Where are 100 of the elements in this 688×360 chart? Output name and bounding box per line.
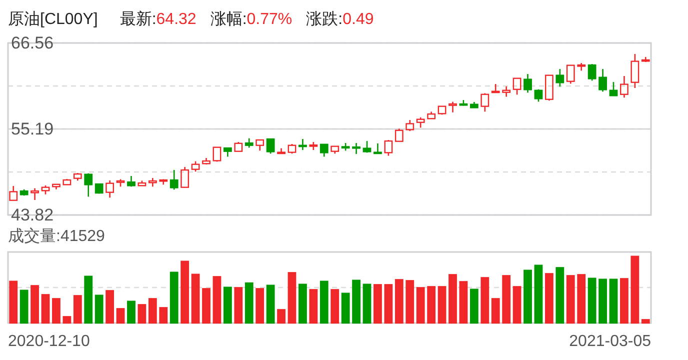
candlestick	[630, 53, 640, 89]
candlestick	[448, 101, 457, 114]
candlestick	[641, 56, 650, 63]
candlestick	[256, 139, 264, 152]
candlestick	[534, 88, 543, 102]
bar	[459, 281, 468, 324]
candlestick	[298, 138, 307, 151]
y-tick-label: 55.19	[11, 120, 54, 138]
candlestick	[480, 92, 490, 112]
bar	[116, 308, 125, 324]
y-tick-label: 66.56	[11, 34, 54, 52]
bar	[266, 284, 275, 324]
bar	[41, 294, 50, 324]
bar	[170, 272, 178, 324]
bar	[288, 272, 296, 324]
bar	[84, 276, 93, 324]
bar	[223, 286, 232, 324]
bar	[330, 289, 340, 324]
candlestick	[30, 188, 39, 201]
candlestick	[266, 138, 275, 154]
candlestick	[170, 169, 178, 190]
bar	[9, 280, 18, 324]
bar	[62, 316, 72, 324]
y-tick-label: 43.82	[11, 206, 54, 224]
candlestick	[148, 177, 157, 188]
candlestick	[52, 184, 60, 190]
candlestick	[106, 180, 114, 198]
candlestick	[524, 73, 532, 94]
candlestick	[491, 83, 500, 94]
bar	[480, 277, 490, 324]
candlestick	[244, 138, 254, 148]
bar	[73, 295, 82, 324]
text: 2021-03-05	[569, 333, 652, 350]
bar	[352, 280, 360, 324]
bar	[94, 294, 104, 324]
bar	[298, 284, 307, 324]
bar	[106, 290, 114, 324]
bar	[641, 319, 650, 324]
candlestick	[556, 68, 564, 88]
candlestick	[598, 68, 607, 92]
bar	[384, 284, 393, 324]
chart-title: 成交量:41529	[8, 227, 106, 245]
bar	[577, 274, 586, 324]
bar	[362, 284, 372, 324]
bar	[512, 286, 522, 324]
bar	[191, 274, 200, 324]
bar	[30, 285, 39, 324]
bar	[309, 289, 318, 324]
bar	[416, 287, 425, 324]
bar	[244, 282, 254, 324]
bar	[138, 304, 146, 324]
text: 涨幅:0.77%	[210, 10, 292, 28]
candlestick	[427, 111, 436, 120]
bar	[609, 278, 618, 324]
candlestick	[9, 185, 18, 201]
bar	[544, 273, 554, 324]
bar	[148, 298, 157, 324]
text: 涨跌:0.49	[306, 10, 374, 28]
bar	[20, 290, 28, 324]
bar	[620, 278, 628, 324]
bar	[630, 256, 640, 324]
candlestick	[620, 75, 628, 98]
text: 最新:64.32	[120, 10, 196, 28]
bar	[394, 279, 404, 324]
bar	[598, 278, 607, 324]
bar	[127, 300, 136, 324]
candlestick	[588, 63, 596, 82]
bar	[234, 287, 243, 324]
candlestick	[180, 166, 190, 188]
bar	[52, 298, 60, 324]
bar	[588, 278, 596, 324]
candlestick	[320, 144, 328, 158]
bar	[566, 275, 575, 324]
bar	[277, 309, 286, 324]
text: 2020-12-10	[8, 333, 90, 350]
candlestick	[84, 172, 93, 198]
bar	[374, 284, 382, 324]
candlestick	[394, 128, 404, 142]
chart-title: 原油[CL00Y]	[8, 10, 98, 28]
candlestick	[202, 157, 210, 164]
bar	[470, 288, 478, 324]
bar	[320, 280, 328, 324]
bar	[406, 280, 414, 324]
bar	[341, 292, 350, 324]
bar	[256, 288, 264, 324]
bar	[502, 275, 511, 324]
bar	[491, 298, 500, 324]
bar	[212, 276, 222, 324]
candlestick	[352, 142, 360, 155]
bar	[534, 264, 543, 324]
candlestick	[374, 142, 382, 154]
bar	[524, 270, 532, 324]
bar	[448, 274, 457, 324]
bar	[180, 260, 190, 324]
bar	[556, 267, 564, 324]
bar	[438, 286, 446, 324]
bar	[427, 286, 436, 324]
candlestick	[609, 81, 618, 96]
bar	[159, 307, 168, 324]
bar	[202, 288, 210, 324]
